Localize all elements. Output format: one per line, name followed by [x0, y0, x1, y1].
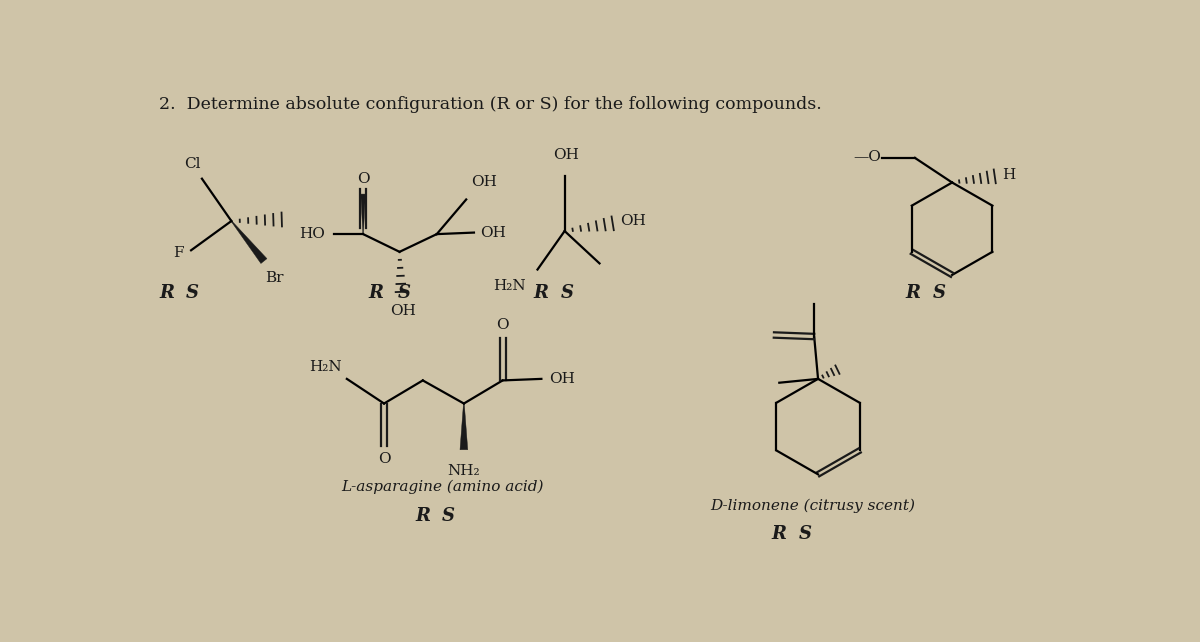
Text: OH: OH: [550, 372, 575, 386]
Text: Cl: Cl: [185, 157, 200, 171]
Text: NH₂: NH₂: [448, 464, 480, 478]
Text: HO: HO: [299, 227, 325, 241]
Text: R: R: [415, 507, 431, 525]
Text: H₂N: H₂N: [308, 360, 342, 374]
Text: O: O: [378, 452, 390, 466]
Text: S: S: [397, 284, 410, 302]
Text: O: O: [356, 171, 370, 186]
Polygon shape: [361, 194, 366, 234]
Text: —O: —O: [853, 150, 881, 164]
Text: L-asparagine (amino acid): L-asparagine (amino acid): [342, 480, 545, 494]
Text: O: O: [497, 318, 509, 332]
Text: R: R: [906, 284, 920, 302]
Text: R: R: [534, 284, 548, 302]
Text: S: S: [932, 284, 946, 302]
Text: S: S: [442, 507, 455, 525]
Text: D-limonene (citrusy scent): D-limonene (citrusy scent): [710, 499, 916, 513]
Text: S: S: [798, 525, 811, 543]
Polygon shape: [232, 221, 266, 263]
Text: F: F: [173, 247, 184, 261]
Text: OH: OH: [553, 148, 580, 162]
Text: OH: OH: [620, 214, 647, 228]
Text: OH: OH: [472, 175, 498, 189]
Text: Br: Br: [265, 271, 283, 285]
Text: R: R: [772, 525, 787, 543]
Text: H: H: [1002, 168, 1015, 182]
Text: R: R: [160, 284, 174, 302]
Text: R: R: [368, 284, 384, 302]
Text: S: S: [186, 284, 199, 302]
Polygon shape: [460, 404, 468, 449]
Text: 2.  Determine absolute configuration (R or S) for the following compounds.: 2. Determine absolute configuration (R o…: [160, 96, 822, 112]
Text: S: S: [560, 284, 574, 302]
Text: OH: OH: [390, 304, 416, 318]
Text: H₂N: H₂N: [493, 279, 526, 293]
Text: OH: OH: [480, 225, 506, 239]
